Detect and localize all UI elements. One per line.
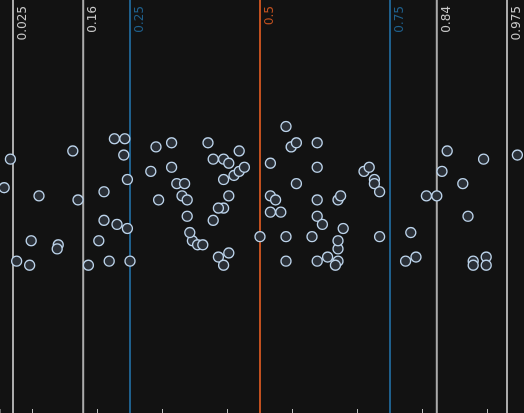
- data-point: [150, 141, 162, 153]
- data-point: [290, 137, 303, 149]
- data-point: [207, 153, 219, 165]
- data-point: [420, 190, 433, 202]
- data-point: [51, 243, 63, 255]
- data-point: [121, 222, 134, 235]
- data-point: [67, 145, 79, 157]
- data-point: [290, 177, 303, 190]
- data-point: [311, 255, 323, 267]
- data-point: [181, 210, 193, 222]
- data-point: [306, 230, 318, 243]
- quantile-label-0.025: 0.025: [15, 6, 29, 40]
- data-point: [184, 226, 196, 239]
- data-point: [111, 218, 123, 231]
- data-point: [410, 251, 422, 263]
- data-point: [275, 206, 287, 218]
- data-point: [321, 251, 334, 263]
- quantile-label-0.84: 0.84: [439, 6, 453, 33]
- data-point: [316, 218, 329, 231]
- data-point: [121, 173, 134, 186]
- data-point: [124, 255, 136, 267]
- data-points: [0, 120, 524, 271]
- data-point: [311, 194, 323, 206]
- data-point: [25, 235, 37, 247]
- data-point: [10, 255, 23, 267]
- data-point: [436, 165, 448, 178]
- data-point: [334, 190, 347, 202]
- data-point: [82, 259, 95, 271]
- data-point: [33, 190, 45, 202]
- data-point: [72, 194, 84, 206]
- data-point: [223, 247, 235, 259]
- data-point: [269, 194, 282, 206]
- data-point: [337, 222, 349, 235]
- data-point: [207, 214, 219, 226]
- data-point: [93, 235, 105, 247]
- data-point: [511, 149, 524, 161]
- data-point: [119, 133, 131, 145]
- quantile-label-0.975: 0.975: [509, 6, 523, 40]
- data-point: [480, 259, 492, 271]
- data-point: [212, 202, 225, 214]
- data-point: [223, 157, 235, 169]
- data-point: [441, 145, 453, 157]
- data-point: [457, 177, 469, 190]
- data-point: [145, 165, 157, 178]
- x-axis-ticks: [0, 409, 488, 413]
- quantile-labels: 0.025 0.16 0.25 0.5 0.75 0.84 0.975: [15, 6, 523, 40]
- data-point: [118, 149, 130, 161]
- quantile-lines: [12, 0, 508, 413]
- quantile-label-0.25: 0.25: [132, 6, 146, 33]
- quantile-label-0.75: 0.75: [392, 6, 406, 33]
- data-point: [4, 153, 17, 165]
- data-point: [233, 145, 245, 157]
- data-point: [311, 137, 323, 149]
- data-point: [280, 230, 292, 243]
- data-point: [399, 255, 412, 267]
- data-point: [197, 239, 209, 251]
- data-point: [212, 251, 225, 263]
- data-point: [217, 259, 230, 271]
- data-point: [467, 259, 479, 271]
- data-point: [254, 230, 266, 243]
- data-point: [311, 161, 323, 173]
- data-point: [238, 161, 251, 173]
- data-point: [264, 206, 277, 218]
- quantile-label-0.16: 0.16: [85, 6, 99, 33]
- data-point: [329, 259, 342, 271]
- data-point: [431, 190, 443, 202]
- data-point: [280, 255, 292, 267]
- data-point: [152, 194, 165, 206]
- data-point: [223, 190, 235, 202]
- data-point: [280, 120, 292, 133]
- data-point: [178, 177, 191, 190]
- data-point: [477, 153, 490, 165]
- data-point: [98, 214, 110, 226]
- data-point: [264, 157, 277, 169]
- data-point: [332, 235, 344, 247]
- data-point: [165, 137, 178, 149]
- data-point: [98, 186, 110, 198]
- data-point: [311, 210, 323, 222]
- data-point: [405, 226, 417, 239]
- data-point: [103, 255, 115, 267]
- data-point: [368, 177, 381, 190]
- data-point: [217, 173, 230, 186]
- data-point: [165, 161, 178, 173]
- data-point: [0, 182, 10, 194]
- data-point: [373, 186, 386, 198]
- data-point: [23, 259, 36, 271]
- data-point: [363, 161, 375, 173]
- data-point: [373, 230, 386, 243]
- data-point: [462, 210, 474, 222]
- data-point: [181, 194, 193, 206]
- quantile-label-0.5: 0.5: [262, 6, 276, 25]
- data-point: [202, 137, 214, 149]
- data-point: [108, 133, 121, 145]
